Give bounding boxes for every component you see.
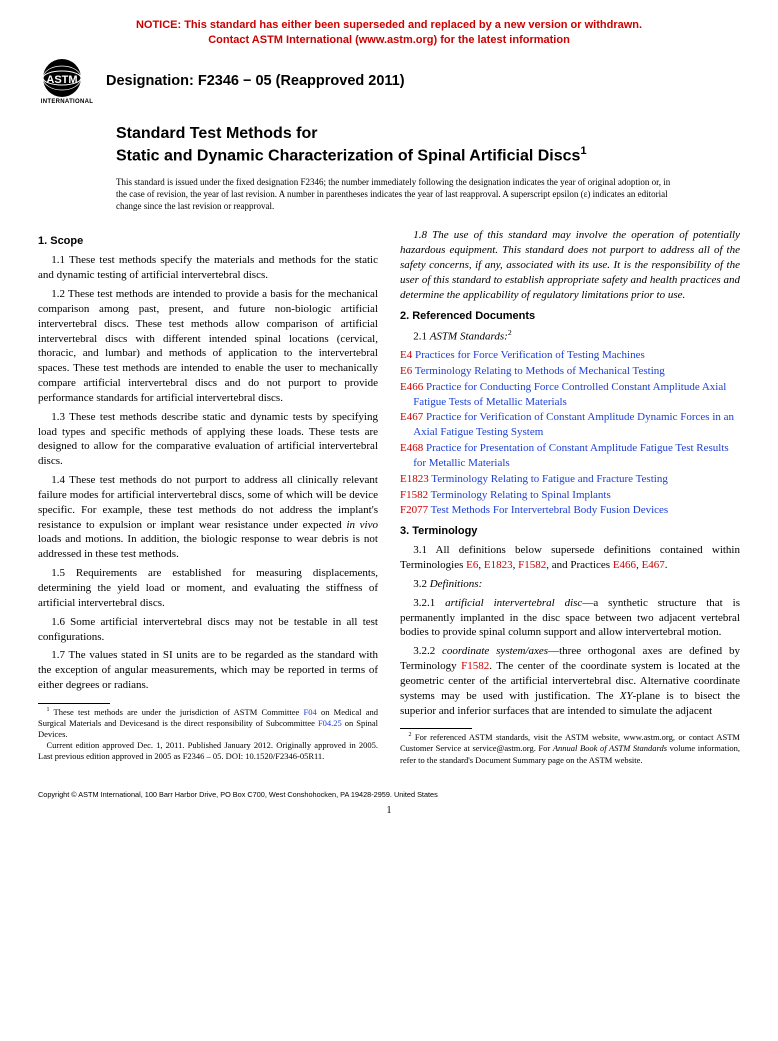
def-3-2-2-link[interactable]: F1582 — [461, 660, 489, 672]
ref-code: E6 — [400, 365, 415, 377]
refs-heading: 2. Referenced Documents — [400, 309, 740, 324]
footnote-rule-2 — [400, 728, 472, 729]
title-eyebrow: Standard Test Methods for — [116, 124, 740, 144]
ref-item[interactable]: F2077 Test Methods For Intervertebral Bo… — [413, 503, 740, 518]
ref-item[interactable]: E6 Terminology Relating to Methods of Me… — [413, 364, 740, 379]
scope-1-7: 1.7 The values stated in SI units are to… — [38, 648, 378, 693]
scope-1-4-a: 1.4 These test methods do not purport to… — [38, 474, 378, 531]
fn2-italic: Annual Book of ASTM Standards — [553, 743, 667, 753]
ref-item[interactable]: E466 Practice for Conducting Force Contr… — [413, 380, 740, 410]
copyright: Copyright © ASTM International, 100 Barr… — [38, 790, 740, 799]
def-3-2-1: 3.2.1 artificial intervertebral disc—a s… — [400, 596, 740, 641]
scope-1-2: 1.2 These test methods are intended to p… — [38, 287, 378, 406]
def-3-2-1-num: 3.2.1 — [413, 597, 445, 609]
scope-1-4: 1.4 These test methods do not purport to… — [38, 473, 378, 562]
ref-code: F1582 — [400, 489, 431, 501]
title-main: Static and Dynamic Characterization of S… — [116, 144, 740, 166]
term-3-1: 3.1 All definitions below supersede defi… — [400, 543, 740, 573]
ref-code: E4 — [400, 349, 415, 361]
page-number: 1 — [38, 805, 740, 816]
header-row: ASTM INTERNATIONAL Designation: F2346 − … — [38, 56, 740, 106]
ref-title: Terminology Relating to Spinal Implants — [431, 489, 611, 501]
std-link[interactable]: E6 — [466, 559, 478, 571]
ref-title: Terminology Relating to Methods of Mecha… — [415, 365, 665, 377]
ref-item[interactable]: E1823 Terminology Relating to Fatigue an… — [413, 472, 740, 487]
scope-1-3: 1.3 These test methods describe static a… — [38, 410, 378, 469]
refs-sub-num: 2.1 — [413, 330, 430, 342]
fn1-d: Current edition approved Dec. 1, 2011. P… — [38, 740, 378, 762]
fn1-link-1[interactable]: F04 — [303, 707, 316, 717]
title-block: Standard Test Methods for Static and Dyn… — [116, 124, 740, 166]
footnote-2: 2 For referenced ASTM standards, visit t… — [400, 732, 740, 765]
title-superscript: 1 — [580, 145, 586, 157]
designation: Designation: F2346 − 05 (Reapproved 2011… — [106, 73, 405, 89]
ref-code: E468 — [400, 442, 426, 454]
svg-text:ASTM: ASTM — [46, 74, 77, 86]
footnote-block-2: 2 For referenced ASTM standards, visit t… — [400, 728, 740, 765]
ref-code: E1823 — [400, 473, 431, 485]
std-link[interactable]: E467 — [642, 559, 665, 571]
astm-logo: ASTM INTERNATIONAL — [38, 56, 96, 106]
logo-label: INTERNATIONAL — [38, 99, 96, 105]
ref-item[interactable]: F1582 Terminology Relating to Spinal Imp… — [413, 488, 740, 503]
scope-1-1: 1.1 These test methods specify the mater… — [38, 253, 378, 283]
ref-item[interactable]: E468 Practice for Presentation of Consta… — [413, 441, 740, 471]
ref-code: E466 — [400, 381, 426, 393]
ref-item[interactable]: E467 Practice for Verification of Consta… — [413, 410, 740, 440]
ref-title: Test Methods For Intervertebral Body Fus… — [431, 504, 669, 516]
fn1-a: These test methods are under the jurisdi… — [49, 707, 303, 717]
scope-1-5: 1.5 Requirements are established for mea… — [38, 566, 378, 611]
body-columns: 1. Scope 1.1 These test methods specify … — [38, 228, 740, 765]
def-3-2-2: 3.2.2 coordinate system/axes—three ortho… — [400, 644, 740, 718]
fn1-link-2[interactable]: F04.25 — [318, 718, 342, 728]
issuance-note: This standard is issued under the fixed … — [116, 176, 676, 212]
footnote-block-1: 1 These test methods are under the juris… — [38, 703, 378, 762]
std-link[interactable]: E466 — [613, 559, 636, 571]
refs-sub: 2.1 ASTM Standards:2 — [400, 328, 740, 345]
term-heading: 3. Terminology — [400, 524, 740, 539]
def-3-2-1-term: artificial intervertebral disc — [445, 597, 582, 609]
ref-item[interactable]: E4 Practices for Force Verification of T… — [413, 348, 740, 363]
term-3-1-b: , and Practices — [546, 559, 613, 571]
ref-code: F2077 — [400, 504, 431, 516]
scope-heading: 1. Scope — [38, 234, 378, 249]
footnote-rule-1 — [38, 703, 110, 704]
scope-1-6: 1.6 Some artificial intervertebral discs… — [38, 615, 378, 645]
def-3-2-2-term: coordinate system/axes — [442, 645, 548, 657]
def-3-2-2-xy: XY — [620, 690, 633, 702]
term-3-1-c: . — [665, 559, 668, 571]
refs-sub-italic: ASTM Standards: — [430, 330, 508, 342]
notice-banner: NOTICE: This standard has either been su… — [38, 18, 740, 48]
std-link[interactable]: E1823 — [484, 559, 513, 571]
notice-line-2: Contact ASTM International (www.astm.org… — [208, 34, 570, 46]
ref-title: Practice for Presentation of Constant Am… — [413, 442, 729, 469]
defs-num: 3.2 — [413, 578, 430, 590]
footnote-1: 1 These test methods are under the juris… — [38, 707, 378, 762]
term-links-1: E6, E1823, F1582 — [466, 559, 546, 571]
notice-line-1: NOTICE: This standard has either been su… — [136, 19, 642, 31]
scope-1-8: 1.8 The use of this standard may involve… — [400, 228, 740, 302]
defs-label: 3.2 Definitions: — [400, 577, 740, 592]
ref-title: Practices for Force Verification of Test… — [415, 349, 645, 361]
ref-title: Practice for Verification of Constant Am… — [413, 411, 734, 438]
def-3-2-2-num: 3.2.2 — [413, 645, 442, 657]
std-link[interactable]: F1582 — [518, 559, 546, 571]
scope-1-4-b: loads and motions. In addition, the biol… — [38, 533, 378, 560]
ref-code: E467 — [400, 411, 426, 423]
ref-title: Terminology Relating to Fatigue and Frac… — [431, 473, 668, 485]
ref-title: Practice for Conducting Force Controlled… — [413, 381, 726, 408]
page: NOTICE: This standard has either been su… — [0, 0, 778, 846]
scope-1-4-invivo: in vivo — [346, 519, 378, 531]
term-links-2: E466, E467 — [613, 559, 665, 571]
refs-sup: 2 — [508, 328, 512, 337]
defs-italic: Definitions: — [430, 578, 483, 590]
title-main-text: Static and Dynamic Characterization of S… — [116, 147, 580, 164]
refs-list: E4 Practices for Force Verification of T… — [400, 348, 740, 518]
